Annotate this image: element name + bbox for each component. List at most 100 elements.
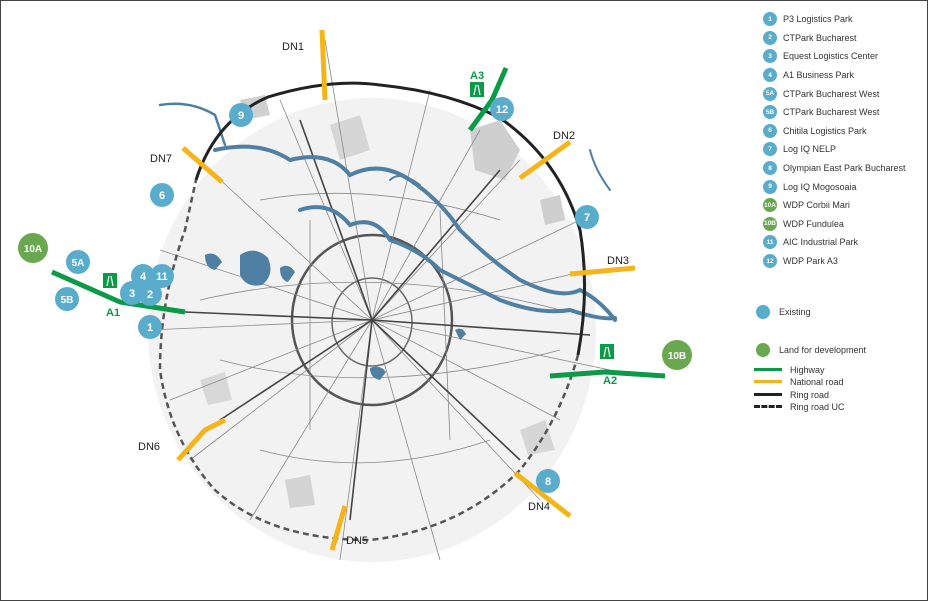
existing-dot-icon — [756, 305, 770, 319]
park-legend: 1 P3 Logistics Park 2 CTPark Bucharest 3 Eque… — [763, 10, 923, 270]
park-marker-10b[interactable]: 10B — [662, 340, 692, 370]
road-label-dn1: DN1 — [282, 41, 304, 53]
park-marker-2[interactable]: 2 — [138, 282, 162, 306]
land-dot-icon — [756, 343, 770, 357]
svg-text:3: 3 — [129, 288, 135, 300]
highway-shield-icon-a2 — [600, 344, 614, 359]
dn2-road — [518, 139, 572, 181]
dn5-road — [329, 505, 348, 551]
legend-badge-9: 9 — [763, 179, 777, 194]
legend-national-road: National road — [754, 376, 844, 387]
svg-text:12: 12 — [496, 104, 508, 116]
legend-badge-7: 7 — [763, 142, 777, 157]
legend-item-label: Equest Logistics Center — [783, 51, 879, 62]
a2-highway — [549, 369, 666, 379]
legend-ring-road-uc: Ring road UC — [754, 401, 845, 412]
legend-badge-4: 4 — [763, 68, 777, 83]
legend-national-road-label: National road — [790, 376, 844, 387]
road-label-dn6: DN6 — [138, 441, 160, 453]
park-marker-7[interactable]: 7 — [575, 205, 599, 229]
legend-existing: Existing — [756, 305, 811, 319]
road-label-a3: A3 — [470, 70, 484, 82]
legend-item-label: P3 Logistics Park — [783, 14, 853, 25]
road-label-dn5: DN5 — [346, 535, 368, 547]
legend-item-label: WDP Fundulea — [783, 218, 844, 229]
legend-badge-5b: 5B — [763, 105, 777, 120]
legend-item-label: CTPark Bucharest West — [783, 107, 880, 118]
park-marker-11[interactable]: 11 — [150, 264, 174, 288]
svg-text:10B: 10B — [668, 351, 686, 362]
dn4-road — [513, 471, 572, 518]
dn3-road — [569, 265, 636, 277]
park-marker-6[interactable]: 6 — [150, 183, 174, 207]
road-label-a2: A2 — [603, 375, 617, 387]
park-marker-3[interactable]: 3 — [120, 281, 144, 305]
legend-item-5b: 5B CTPark Bucharest West — [763, 103, 923, 122]
highways — [50, 66, 666, 379]
legend-badge-5a: 5A — [763, 86, 777, 101]
park-marker-4[interactable]: 4 — [131, 264, 155, 288]
ring-road — [158, 81, 587, 542]
svg-text:1: 1 — [147, 322, 153, 334]
park-marker-9[interactable]: 9 — [229, 103, 253, 127]
legend-highway: Highway — [754, 364, 825, 375]
legend-item-4: 4 A1 Business Park — [763, 66, 923, 85]
park-marker-5b[interactable]: 5B — [55, 287, 79, 311]
legend-badge-11: 11 — [763, 235, 777, 250]
legend-item-label: CTPark Bucharest West — [783, 88, 880, 99]
a3-highway — [467, 66, 509, 132]
legend-item-11: 11 AIC Industrial Park — [763, 233, 923, 252]
highway-shield-icon-a3 — [470, 82, 484, 97]
legend-item-10b: 10B WDP Fundulea — [763, 215, 923, 234]
legend-badge-6: 6 — [763, 123, 777, 138]
legend-existing-label: Existing — [779, 307, 811, 317]
svg-text:8: 8 — [545, 476, 551, 488]
legend-item-label: Olympian East Park Bucharest — [783, 163, 906, 174]
dn6-road — [176, 417, 227, 462]
legend-item-9: 9 Log IQ Mogosoaia — [763, 177, 923, 196]
rivers — [158, 102, 617, 322]
legend-item-1: 1 P3 Logistics Park — [763, 10, 923, 29]
svg-text:5A: 5A — [72, 258, 85, 269]
legend-item-label: WDP Park A3 — [783, 256, 838, 267]
legend-item-label: CTPark Bucharest — [783, 32, 857, 43]
park-marker-5a[interactable]: 5A — [66, 250, 90, 274]
city-area — [148, 95, 596, 562]
legend-item-8: 8 Olympian East Park Bucharest — [763, 159, 923, 178]
legend-item-7: 7 Log IQ NELP — [763, 140, 923, 159]
svg-text:11: 11 — [156, 271, 168, 283]
park-marker-8[interactable]: 8 — [536, 469, 560, 493]
legend-badge-2: 2 — [763, 30, 777, 45]
svg-text:6: 6 — [159, 190, 165, 202]
legend-item-label: Log IQ NELP — [783, 144, 837, 155]
national-road-swatch-icon — [754, 380, 782, 383]
legend-badge-8: 8 — [763, 161, 777, 176]
legend-ring-road-uc-label: Ring road UC — [790, 401, 845, 412]
svg-text:5B: 5B — [61, 295, 74, 306]
legend-ring-road: Ring road — [754, 389, 829, 400]
svg-text:4: 4 — [140, 271, 147, 283]
legend-item-label: A1 Business Park — [783, 70, 855, 81]
legend-land: Land for development — [756, 343, 866, 357]
road-label-dn3: DN3 — [607, 255, 629, 267]
legend-item-5a: 5A CTPark Bucharest West — [763, 84, 923, 103]
legend-item-2: 2 CTPark Bucharest — [763, 29, 923, 48]
svg-text:10A: 10A — [24, 244, 42, 255]
road-label-a1: A1 — [106, 307, 120, 319]
park-marker-10a[interactable]: 10A — [18, 233, 48, 263]
legend-item-label: WDP Corbii Mari — [783, 200, 850, 211]
legend-item-10a: 10A WDP Corbii Mari — [763, 196, 923, 215]
legend-ring-road-label: Ring road — [790, 389, 830, 400]
legend-item-3: 3 Equest Logistics Center — [763, 47, 923, 66]
road-label-dn4: DN4 — [528, 501, 550, 513]
dn7-road — [181, 146, 224, 184]
lakes — [205, 250, 466, 380]
legend-item-12: 12 WDP Park A3 — [763, 252, 923, 271]
park-marker-1[interactable]: 1 — [138, 315, 162, 339]
svg-text:9: 9 — [238, 110, 244, 122]
legend-highway-label: Highway — [790, 364, 825, 375]
road-label-dn2: DN2 — [553, 130, 575, 142]
park-marker-12[interactable]: 12 — [490, 97, 514, 121]
legend-item-label: Chitila Logistics Park — [783, 125, 867, 136]
